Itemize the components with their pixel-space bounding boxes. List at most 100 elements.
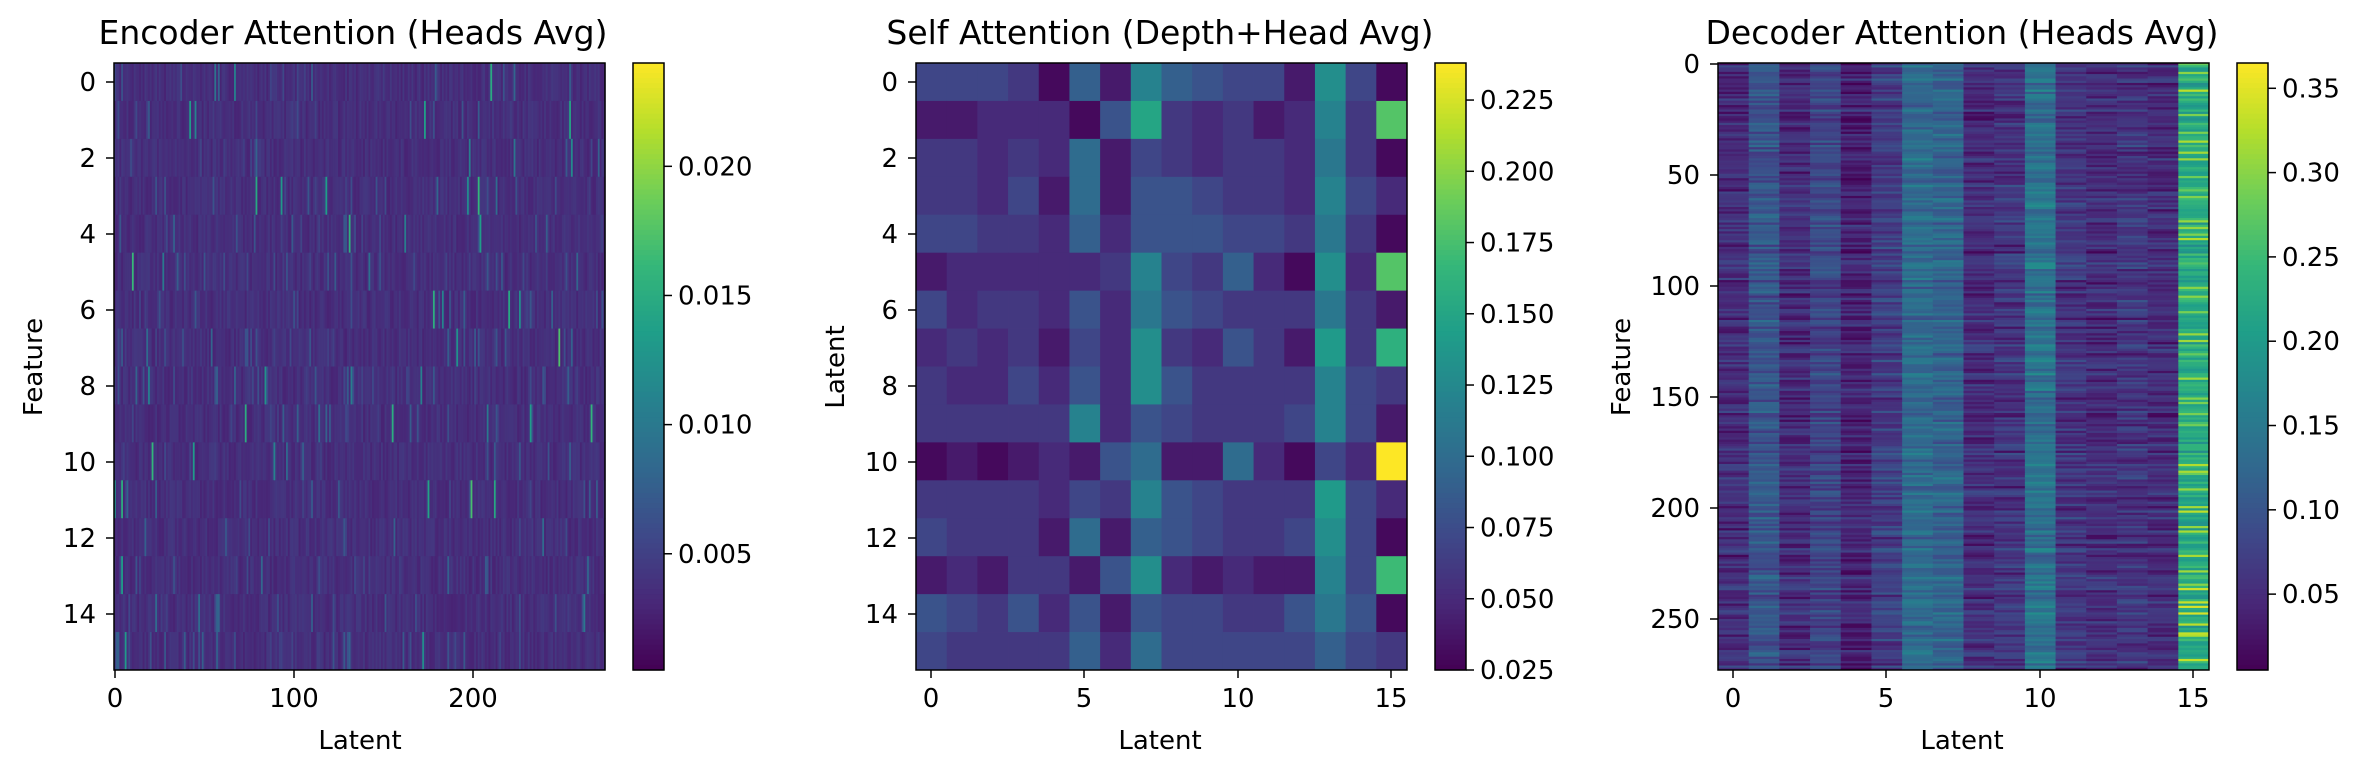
heatmap-cell [515, 290, 518, 329]
heatmap-cell [357, 328, 361, 367]
heatmap-cell [946, 594, 978, 633]
heatmap-cell [268, 518, 271, 557]
heatmap-cell [590, 138, 594, 178]
heatmap-cell [251, 480, 255, 519]
heatmap-cell [119, 100, 122, 140]
heatmap-cell [364, 252, 368, 292]
heatmap-cell [146, 290, 149, 329]
heatmap-cell [323, 480, 327, 519]
heatmap-cell [434, 100, 438, 140]
heatmap-cell [563, 480, 567, 519]
heatmap-cell [458, 442, 461, 481]
heatmap-cell [1222, 63, 1254, 102]
heatmap-cell [203, 518, 206, 557]
heatmap-cell [124, 480, 128, 519]
heatmap-cell [404, 138, 407, 178]
heatmap-cell [253, 366, 257, 405]
heatmap-cell [262, 328, 266, 367]
heatmap-cell [130, 63, 133, 102]
heatmap-cell [219, 442, 223, 481]
heatmap-cell [334, 138, 337, 178]
heatmap-cell [490, 328, 493, 367]
heatmap-cell [1222, 138, 1254, 178]
heatmap-cell [162, 252, 165, 292]
heatmap-cell [126, 138, 129, 178]
heatmap-cell [1008, 366, 1040, 405]
heatmap-cell [275, 442, 278, 481]
heatmap-cell [239, 252, 242, 292]
heatmap-cell [241, 138, 244, 178]
heatmap-cell [321, 138, 325, 178]
heatmap-cell [196, 214, 199, 254]
heatmap-cell [359, 290, 362, 329]
heatmap-cell [196, 290, 199, 329]
heatmap-cell [239, 518, 242, 557]
heatmap-cell [251, 518, 255, 557]
heatmap-cell [135, 63, 138, 102]
heatmap-cell [216, 404, 219, 443]
heatmap-cell [173, 252, 176, 292]
heatmap-cell [1069, 328, 1101, 367]
heatmap-cell [1376, 328, 1408, 367]
heatmap-cell [1345, 290, 1377, 329]
heatmap-cell [597, 176, 601, 216]
self-heatmap [916, 63, 1408, 671]
heatmap-cell [381, 214, 384, 254]
heatmap-cell [977, 442, 1009, 481]
heatmap-cell [357, 442, 361, 481]
heatmap-cell [189, 252, 192, 292]
heatmap-cell [194, 138, 198, 178]
heatmap-cell [560, 366, 563, 405]
heatmap-cell [158, 404, 162, 443]
heatmap-cell [1345, 252, 1377, 292]
heatmap-cell [424, 404, 427, 443]
heatmap-cell [244, 328, 248, 367]
heatmap-cell [540, 404, 543, 443]
heatmap-cell [560, 252, 563, 292]
heatmap-cell [510, 404, 513, 443]
heatmap-cell [461, 63, 465, 102]
heatmap-cell [452, 328, 456, 367]
heatmap-cell [520, 442, 524, 481]
heatmap-cell [185, 404, 189, 443]
heatmap-cell [287, 214, 291, 254]
colorbar-segment [633, 624, 664, 631]
heatmap-cell [228, 252, 232, 292]
heatmap-cell [321, 100, 325, 140]
heatmap-cell [373, 328, 377, 367]
heatmap-cell [452, 63, 456, 102]
heatmap-cell [404, 100, 407, 140]
colorbar-segment [1435, 113, 1466, 120]
heatmap-cell [481, 138, 484, 178]
heatmap-cell [381, 442, 384, 481]
heatmap-cell [1284, 328, 1316, 367]
heatmap-cell [570, 100, 574, 140]
heatmap-cell [572, 214, 576, 254]
colorbar-segment [633, 654, 664, 661]
heatmap-cell [194, 100, 198, 140]
heatmap-cell [282, 366, 285, 405]
heatmap-cell [162, 176, 165, 216]
heatmap-cell [1069, 138, 1101, 178]
heatmap-cell [130, 176, 133, 216]
heatmap-cell [565, 366, 568, 405]
heatmap-cell [470, 176, 473, 216]
heatmap-cell [545, 404, 549, 443]
heatmap-cell [130, 366, 133, 405]
colorbar-segment [633, 437, 664, 443]
heatmap-cell [411, 366, 414, 405]
heatmap-cell [391, 214, 395, 254]
heatmap-cell [316, 176, 319, 216]
heatmap-cell [483, 176, 486, 216]
heatmap-cell [121, 328, 124, 367]
heatmap-cell [1100, 100, 1132, 140]
heatmap-cell [384, 176, 387, 216]
heatmap-cell [415, 290, 418, 329]
heatmap-cell [1008, 442, 1040, 481]
heatmap-cell [291, 518, 294, 557]
heatmap-cell [424, 214, 427, 254]
heatmap-cell [303, 214, 307, 254]
heatmap-cell [429, 404, 432, 443]
heatmap-cell [343, 290, 346, 329]
heatmap-cell [395, 100, 398, 140]
